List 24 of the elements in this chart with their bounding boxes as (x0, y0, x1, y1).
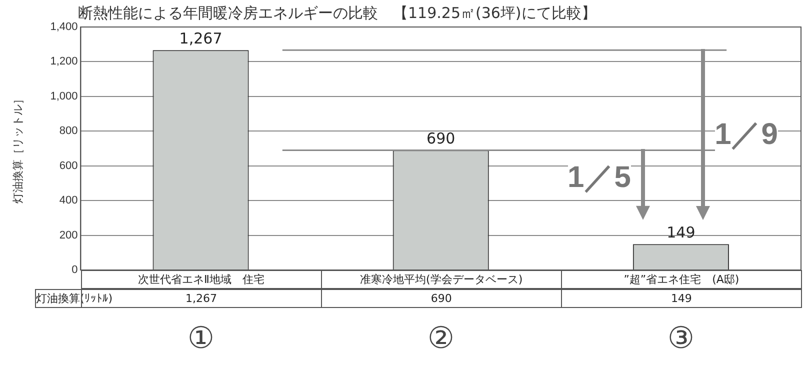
y-tick-label: 0 (72, 264, 78, 276)
text: ② (427, 320, 454, 356)
y-tick-label: 600 (59, 160, 78, 172)
y-tick-label: 800 (59, 125, 78, 138)
chart-title: 断熱性能による年間暖冷房エネルギーの比較 【119.25㎡(36坪)にて比較】 (78, 4, 596, 23)
x-tick-label: 次世代省エネⅡ地域 住宅 (80, 270, 322, 289)
text: 1,267 (179, 29, 222, 48)
y-tick-label: 200 (59, 229, 78, 242)
legend-label: 1／5 (568, 161, 631, 194)
y-axis-title: 灯油換算［リットル］ (12, 94, 25, 204)
text: 149 (666, 224, 696, 242)
data-label: 1,267 (186, 292, 217, 305)
y-tick-label: 1,400 (50, 21, 78, 34)
y-tick-label: 400 (59, 194, 78, 207)
y-tick-label: 1,200 (50, 56, 78, 68)
text: 690 (426, 130, 456, 148)
text: ① (187, 320, 214, 356)
y-tick-label: 1,000 (50, 90, 78, 102)
x-tick-label: 准寒冷地平均(学会データベース) (320, 270, 562, 289)
text: ③ (667, 320, 694, 356)
data-label: 149 (560, 289, 802, 308)
ref-line-label: 1／9 (714, 118, 778, 151)
data-label: 690 (320, 289, 562, 308)
x-tick-label: ”超”省エネ住宅 (A邸) (560, 270, 802, 289)
